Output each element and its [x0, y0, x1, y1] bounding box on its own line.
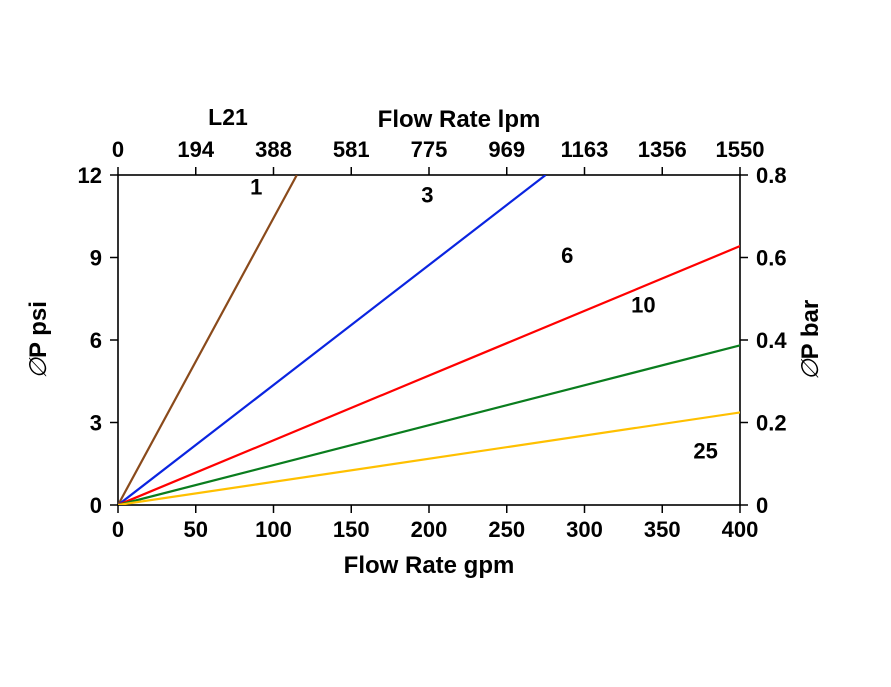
x-top-tick-label: 581: [333, 137, 370, 162]
y-right-tick-label: 0.4: [756, 328, 787, 353]
x-top-tick-label: 0: [112, 137, 124, 162]
y-right-tick-label: 0: [756, 493, 768, 518]
line-chart-svg: 0501001502002503003504000194388581775969…: [0, 0, 891, 687]
y-left-tick-label: 3: [90, 411, 102, 436]
y-right-tick-label: 0.2: [756, 411, 787, 436]
x-bottom-tick-label: 250: [488, 517, 525, 542]
x-top-tick-label: 775: [411, 137, 448, 162]
x-bottom-tick-label: 150: [333, 517, 370, 542]
series-label: 25: [693, 438, 717, 463]
x-bottom-tick-label: 300: [566, 517, 603, 542]
x-bottom-tick-label: 200: [411, 517, 448, 542]
series-label: 3: [421, 183, 433, 208]
x-bottom-tick-label: 400: [722, 517, 759, 542]
y-right-tick-label: 0.6: [756, 246, 787, 271]
series-label: 10: [631, 293, 655, 318]
x-top-tick-label: 194: [177, 137, 214, 162]
series-label: 1: [250, 174, 262, 199]
y-left-tick-label: 0: [90, 493, 102, 518]
x-bottom-tick-label: 50: [184, 517, 208, 542]
chart-container: 0501001502002503003504000194388581775969…: [0, 0, 891, 687]
y-left-tick-label: 6: [90, 328, 102, 353]
x-top-tick-label: 1356: [638, 137, 687, 162]
x-top-tick-label: 388: [255, 137, 292, 162]
x-top-tick-label: 1163: [561, 137, 609, 162]
x-top-tick-label: 969: [488, 137, 525, 162]
series-label: 6: [561, 243, 573, 268]
y-left-tick-label: 9: [90, 246, 102, 271]
x-bottom-tick-label: 100: [255, 517, 292, 542]
chart-identifier: L21: [208, 104, 248, 130]
y-left-axis-title: ∅P psi: [25, 301, 52, 379]
x-bottom-tick-label: 0: [112, 517, 124, 542]
x-bottom-axis-title: Flow Rate gpm: [344, 552, 515, 579]
y-right-axis-title: ∅P bar: [797, 300, 824, 381]
x-bottom-tick-label: 350: [644, 517, 681, 542]
y-left-tick-label: 12: [78, 163, 102, 188]
y-right-tick-label: 0.8: [756, 163, 787, 188]
x-top-tick-label: 1550: [716, 137, 765, 162]
x-top-axis-title: Flow Rate lpm: [378, 106, 541, 133]
